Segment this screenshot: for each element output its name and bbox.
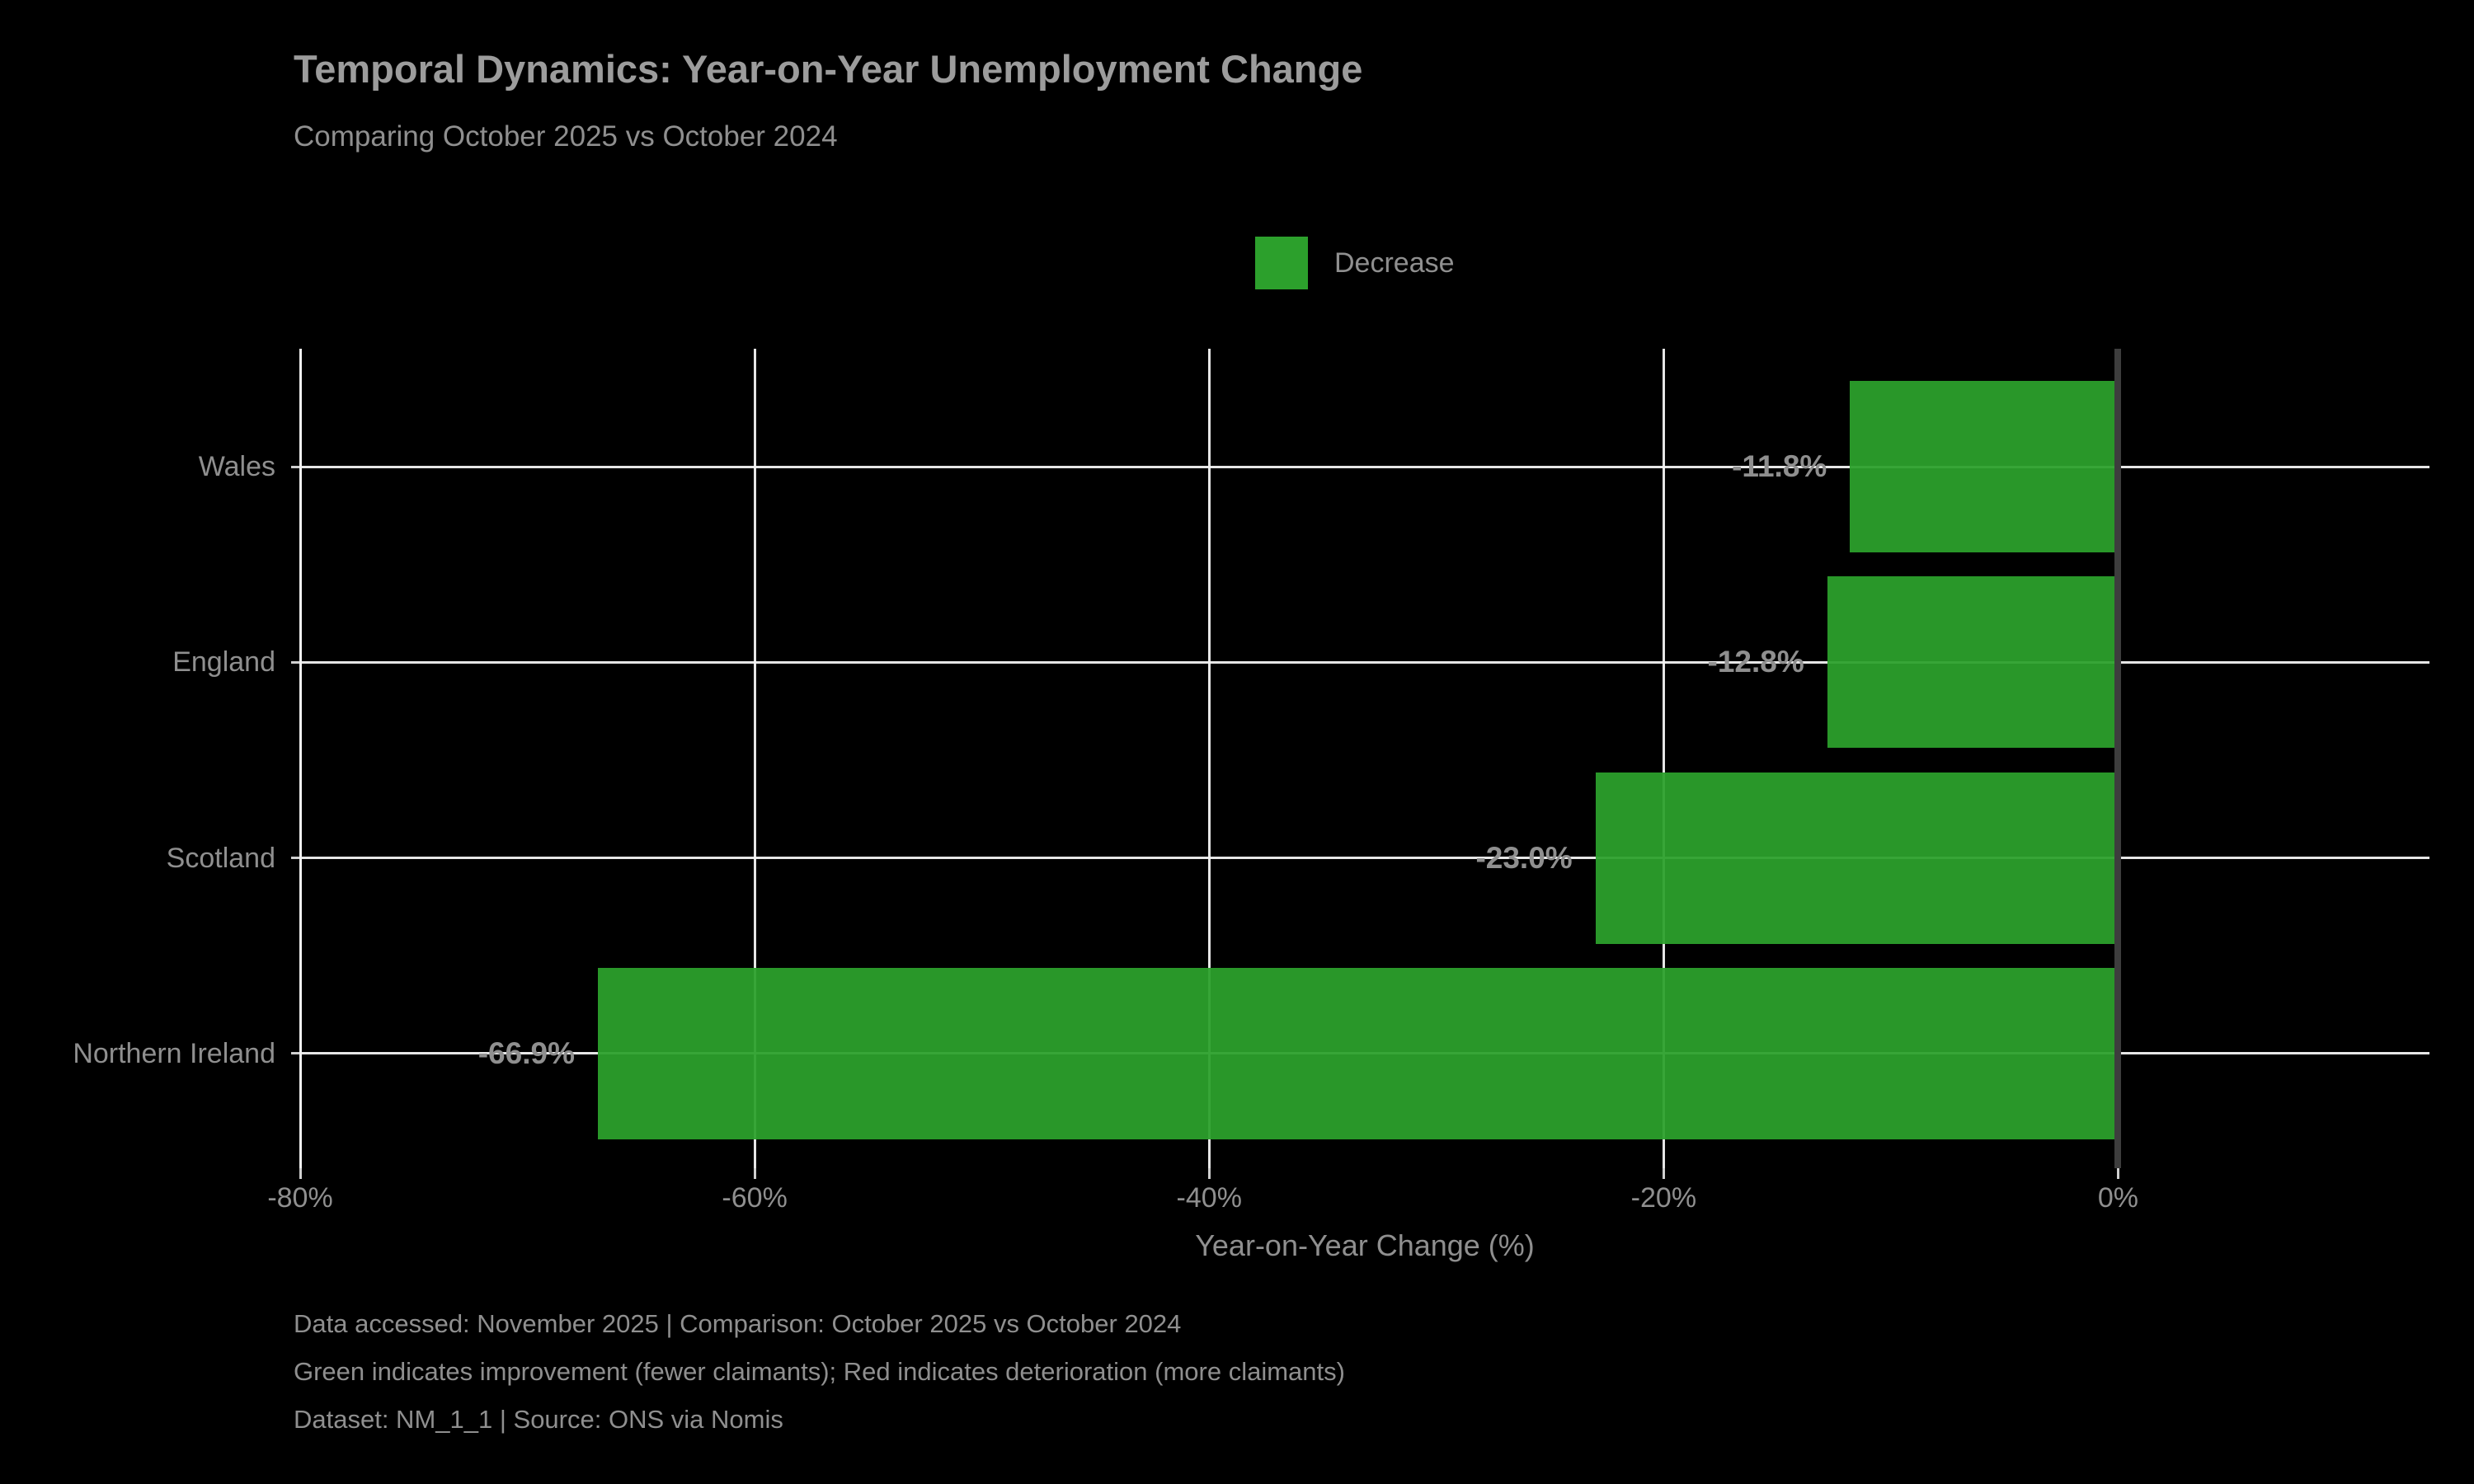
- x-tick--40%: [1207, 1168, 1211, 1179]
- y-label-England: England: [172, 646, 275, 679]
- footer-source: Dataset: NM_1_1 | Source: ONS via Nomis: [294, 1405, 783, 1434]
- x-tick--80%: [299, 1168, 302, 1179]
- bar-Northern Ireland: [597, 967, 2119, 1139]
- x-tick--20%: [1662, 1168, 1665, 1179]
- bar-Wales: [1850, 381, 2119, 553]
- x-tick--60%: [753, 1168, 756, 1179]
- x-tick-label--20%: -20%: [1630, 1182, 1697, 1214]
- x-gridline--40%: [1207, 349, 1211, 1168]
- x-tick-label-0%: 0%: [2097, 1182, 2139, 1214]
- chart-title: Temporal Dynamics: Year-on-Year Unemploy…: [294, 47, 1363, 91]
- y-label-Wales: Wales: [198, 451, 275, 483]
- y-tick-Wales: [291, 465, 299, 468]
- x-tick-label--80%: -80%: [267, 1182, 333, 1214]
- x-tick-label--40%: -40%: [1176, 1182, 1242, 1214]
- y-tick-Scotland: [291, 857, 299, 860]
- bar-value-Wales: -11.8%: [1732, 449, 1827, 484]
- x-tick-0%: [2116, 1168, 2119, 1179]
- bar-value-England: -12.8%: [1707, 645, 1804, 679]
- chart-legend: Decrease: [1255, 237, 1455, 289]
- bar-value-Scotland: -23.0%: [1475, 840, 1573, 875]
- x-axis-title: Year-on-Year Change (%): [1195, 1228, 1535, 1262]
- x-gridline--20%: [1662, 349, 1665, 1168]
- gridline-Scotland: [300, 857, 2429, 860]
- legend-decrease-swatch: [1255, 237, 1308, 289]
- gridline-England: [300, 660, 2429, 664]
- y-label-Northern Ireland: Northern Ireland: [73, 1037, 275, 1069]
- chart-subtitle: Comparing October 2025 vs October 2024: [294, 120, 838, 153]
- bar-value-Northern Ireland: -66.9%: [477, 1036, 575, 1070]
- x-gridline--60%: [753, 349, 756, 1168]
- y-tick-England: [291, 660, 299, 664]
- gridline-Wales: [300, 465, 2429, 468]
- y-label-Scotland: Scotland: [166, 842, 275, 874]
- bar-England: [1827, 576, 2119, 749]
- y-tick-Northern Ireland: [291, 1052, 299, 1055]
- x-tick-label--60%: -60%: [722, 1182, 788, 1214]
- y-axis-spine: [299, 349, 302, 1168]
- footer-color-key: Green indicates improvement (fewer claim…: [294, 1357, 1345, 1386]
- bar-Scotland: [1595, 772, 2119, 944]
- footer-data-accessed: Data accessed: November 2025 | Compariso…: [294, 1309, 1182, 1338]
- legend-decrease-label: Decrease: [1334, 247, 1455, 279]
- plot-area: -11.8% -12.8% -23.0% -66.9%: [291, 349, 2429, 1179]
- zero-line: [2114, 349, 2122, 1168]
